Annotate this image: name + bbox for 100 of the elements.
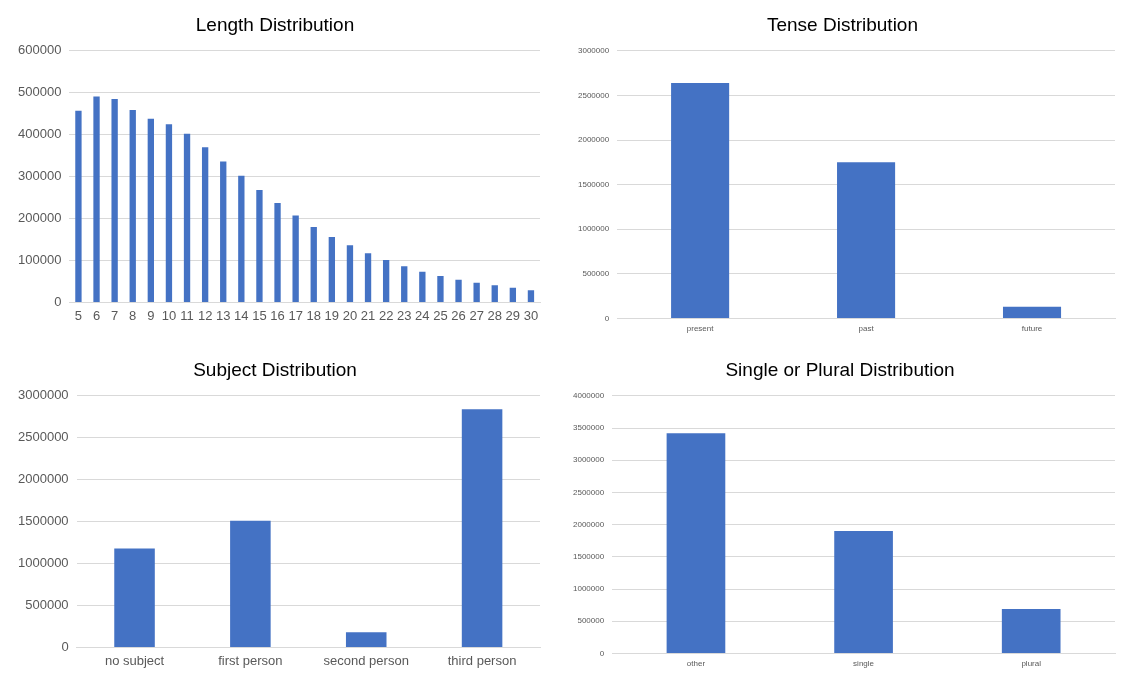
y-tick-label: 300000 (17, 168, 62, 184)
bar (437, 275, 444, 302)
bar (346, 245, 354, 302)
x-tick-label: 15 (252, 307, 267, 323)
x-tick-label: 16 (270, 307, 285, 323)
bar (238, 175, 245, 302)
x-tick-label: plural (1021, 659, 1042, 669)
y-tick-label: 600000 (17, 42, 62, 58)
x-tick-label: 25 (433, 307, 448, 323)
bar (364, 253, 372, 302)
x-tick-label: 10 (161, 307, 177, 323)
y-tick-label: 1000000 (572, 584, 605, 594)
bar (111, 99, 118, 302)
y-tick-label: 1500000 (17, 513, 69, 529)
x-tick-label: single (853, 659, 875, 669)
bar (256, 190, 263, 302)
bar (837, 162, 896, 318)
bar (75, 110, 82, 302)
x-tick-label: 12 (197, 307, 213, 323)
y-tick-label: 400000 (17, 126, 62, 142)
x-tick-label: 20 (342, 307, 358, 323)
y-tick-label: 1500000 (577, 179, 610, 189)
bar (165, 124, 173, 302)
x-tick-label: 7 (111, 307, 119, 323)
y-tick-label: 3000000 (577, 46, 610, 55)
x-tick-label: 8 (129, 307, 137, 323)
x-tick-label: 29 (505, 307, 521, 323)
bar (1002, 306, 1062, 318)
y-tick-label: 3000000 (572, 455, 605, 465)
bar (129, 109, 136, 302)
x-tick-label: third person (447, 652, 517, 668)
chart-title: Single or Plural Distribution (725, 358, 955, 380)
y-tick-label: 2500000 (17, 429, 69, 445)
bar (382, 260, 390, 302)
y-tick-label: 2000000 (17, 471, 69, 487)
x-tick-label: 13 (216, 307, 231, 323)
bar (461, 409, 503, 647)
bar (1001, 608, 1061, 653)
x-tick-label: 26 (451, 307, 466, 323)
bar (671, 82, 730, 318)
x-tick-label: 17 (288, 307, 303, 323)
y-tick-label: 1000000 (577, 224, 610, 234)
y-tick-label: 500000 (25, 597, 69, 613)
x-tick-label: past (858, 324, 875, 334)
bar (201, 147, 209, 302)
bar (491, 285, 498, 302)
bar (230, 520, 271, 647)
bar (328, 236, 336, 302)
chart-title: Subject Distribution (193, 358, 357, 380)
bar (527, 290, 535, 302)
x-tick-label: 5 (74, 307, 83, 323)
x-tick-label: 30 (523, 307, 539, 323)
x-tick-label: 23 (397, 307, 412, 323)
bar (473, 282, 480, 302)
x-tick-label: 18 (306, 307, 321, 323)
bar (274, 203, 281, 302)
y-tick-label: 3500000 (572, 423, 605, 433)
y-tick-label: 2000000 (572, 519, 605, 529)
bar (183, 133, 191, 302)
y-tick-label: 0 (599, 648, 605, 658)
bar (666, 433, 726, 653)
x-tick-label: 9 (147, 307, 155, 323)
bar (419, 271, 426, 302)
y-tick-label: 500000 (582, 269, 610, 278)
y-tick-label: 1000000 (17, 555, 69, 571)
x-tick-label: 22 (378, 307, 394, 323)
bar (345, 632, 387, 647)
x-tick-label: second person (323, 652, 409, 668)
chart-title: Length Distribution (195, 13, 355, 35)
x-tick-label: 27 (469, 307, 484, 323)
y-tick-label: 2500000 (572, 487, 605, 497)
bar (220, 161, 227, 302)
x-tick-label: present (686, 324, 715, 334)
bar (93, 96, 100, 302)
x-tick-label: 28 (487, 307, 502, 323)
bar (292, 215, 299, 302)
x-tick-label: 11 (180, 307, 194, 323)
y-tick-label: 2500000 (577, 90, 610, 100)
y-tick-label: 2000000 (577, 135, 610, 145)
bar (455, 279, 462, 302)
x-tick-label: 24 (415, 307, 430, 323)
x-tick-label: first person (218, 652, 283, 668)
bar (401, 266, 408, 302)
y-tick-label: 0 (604, 313, 610, 323)
x-tick-label: no subject (104, 652, 165, 668)
y-tick-label: 4000000 (572, 391, 605, 400)
y-tick-label: 0 (54, 293, 62, 309)
y-tick-label: 500000 (17, 84, 62, 100)
x-tick-label: 6 (92, 307, 101, 323)
x-tick-label: other (686, 659, 706, 669)
x-tick-label: 19 (324, 307, 340, 323)
y-tick-label: 200000 (17, 210, 62, 226)
bar (834, 531, 893, 653)
bar (310, 226, 317, 302)
bar (114, 548, 155, 647)
y-tick-label: 500000 (577, 616, 605, 626)
y-tick-label: 1500000 (572, 552, 605, 561)
bar (509, 287, 517, 302)
y-tick-label: 100000 (17, 252, 62, 268)
x-tick-label: future (1021, 324, 1043, 334)
